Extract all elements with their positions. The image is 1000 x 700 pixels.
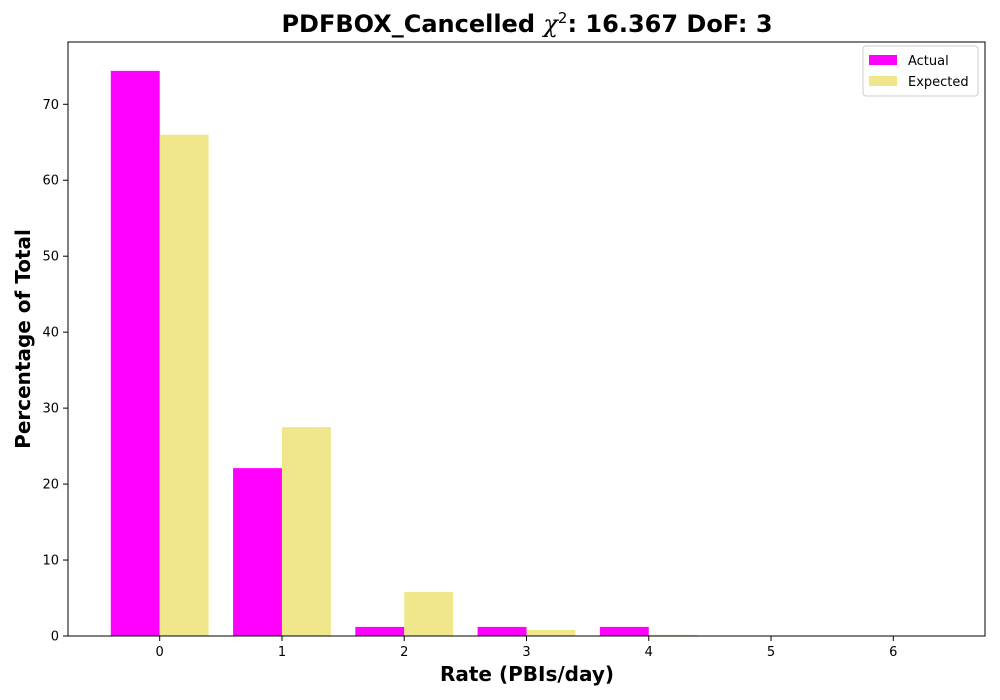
chart-title-chi: χ [541,10,559,38]
x-tick-label: 3 [522,645,530,660]
y-tick-label: 30 [42,402,59,417]
legend-label-expected: Expected [908,75,969,90]
bar-expected-0 [159,134,209,636]
y-tick-label: 20 [42,478,59,493]
legend-label-actual: Actual [908,54,949,69]
y-axis-title: Percentage of Total [11,229,35,449]
x-tick-label: 5 [767,645,775,660]
chart-title-prefix: PDFBOX_Cancelled [281,10,543,38]
x-tick-label: 2 [400,645,408,660]
chart-title-sup: 2 [558,9,568,27]
x-axis-title: Rate (PBIs/day) [440,662,614,686]
bar-actual-2 [355,626,405,636]
legend-swatch-actual [869,55,897,65]
y-tick-label: 0 [51,630,59,645]
bar-actual-1 [233,468,282,636]
bar-expected-4 [648,634,698,636]
bars-layer [110,70,820,637]
bar-expected-3 [526,629,576,636]
y-tick-label: 50 [42,250,59,265]
legend: Actual Expected [862,45,979,97]
bar-actual-4 [599,626,649,636]
y-tick-label: 60 [42,174,59,189]
x-tick-label: 6 [889,645,897,660]
chart-title-suffix: : 16.367 DoF: 3 [567,10,772,38]
bar-actual-3 [477,626,527,636]
bar-expected-1 [281,427,331,636]
x-tick-label: 0 [156,645,164,660]
y-tick-label: 10 [42,554,59,569]
bar-expected-2 [404,591,454,636]
chart-title: PDFBOX_Cancelled χ2: 16.367 DoF: 3 [281,9,772,38]
bar-actual-0 [110,70,160,637]
legend-swatch-expected [869,76,897,86]
y-tick-label: 40 [42,326,59,341]
x-tick-label: 4 [645,645,653,660]
y-tick-label: 70 [42,98,59,113]
x-tick-label: 1 [278,645,286,660]
